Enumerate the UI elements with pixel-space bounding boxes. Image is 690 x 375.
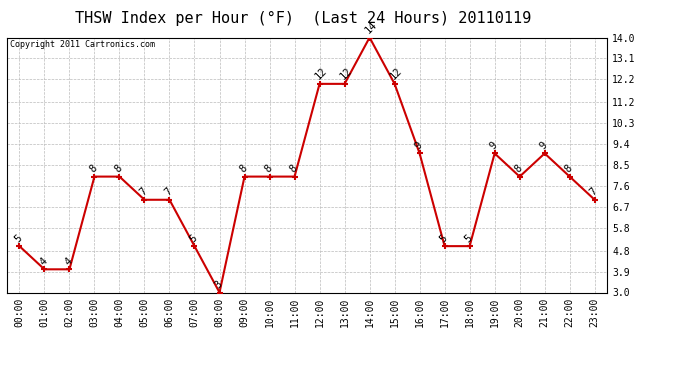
Text: 4: 4 <box>63 256 74 267</box>
Text: 5: 5 <box>437 232 449 244</box>
Text: 9: 9 <box>488 140 499 151</box>
Text: 8: 8 <box>88 163 99 174</box>
Text: 9: 9 <box>538 140 549 151</box>
Text: 5: 5 <box>463 232 474 244</box>
Text: 8: 8 <box>112 163 124 174</box>
Text: 8: 8 <box>263 163 274 174</box>
Text: 14: 14 <box>363 20 379 35</box>
Text: 5: 5 <box>188 232 199 244</box>
Text: 7: 7 <box>588 186 599 198</box>
Text: 12: 12 <box>313 66 328 82</box>
Text: 9: 9 <box>413 140 424 151</box>
Text: 4: 4 <box>37 256 49 267</box>
Text: THSW Index per Hour (°F)  (Last 24 Hours) 20110119: THSW Index per Hour (°F) (Last 24 Hours)… <box>75 11 532 26</box>
Text: 3: 3 <box>213 279 224 290</box>
Text: 7: 7 <box>163 186 174 198</box>
Text: 12: 12 <box>388 66 404 82</box>
Text: 8: 8 <box>513 163 524 174</box>
Text: Copyright 2011 Cartronics.com: Copyright 2011 Cartronics.com <box>10 40 155 49</box>
Text: 5: 5 <box>12 232 24 244</box>
Text: 12: 12 <box>337 66 353 82</box>
Text: 8: 8 <box>563 163 574 174</box>
Text: 8: 8 <box>237 163 249 174</box>
Text: 7: 7 <box>137 186 149 198</box>
Text: 8: 8 <box>288 163 299 174</box>
